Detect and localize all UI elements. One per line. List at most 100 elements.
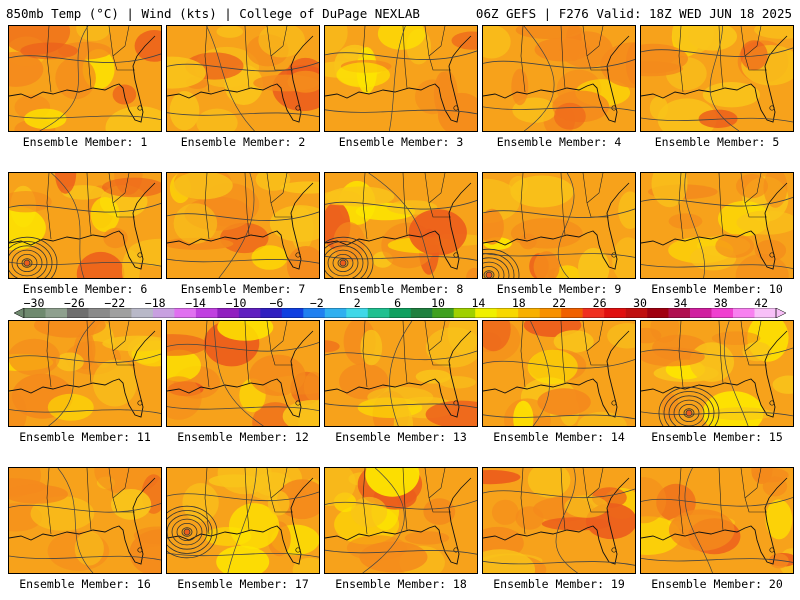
- colorbar-tick-label: 22: [552, 296, 567, 310]
- temperature-map: [641, 321, 793, 426]
- colorbar-segment: [625, 308, 648, 318]
- ensemble-map-panel: [640, 172, 794, 279]
- ensemble-map-panel: [166, 172, 320, 279]
- colorbar-tick-label: −14: [185, 296, 206, 310]
- colorbar-segment: [432, 308, 455, 318]
- ensemble-map-panel: [640, 467, 794, 574]
- colorbar-segment: [561, 308, 583, 318]
- ensemble-map-panel: [482, 25, 636, 132]
- ensemble-map-panel: [482, 172, 636, 279]
- colorbar-segment: [195, 308, 218, 318]
- temperature-map: [167, 321, 319, 426]
- temperature-colorbar: [14, 308, 786, 318]
- ensemble-member-label: Ensemble Member: 4: [496, 135, 622, 149]
- colorbar-tick-label: 34: [673, 296, 688, 310]
- ensemble-member-label: Ensemble Member: 7: [180, 282, 306, 296]
- temperature-map: [9, 173, 161, 278]
- ensemble-member-label: Ensemble Member: 8: [338, 282, 464, 296]
- colorbar-segment: [24, 308, 46, 318]
- colorbar-segment: [582, 308, 605, 318]
- colorbar-segment: [410, 308, 433, 318]
- ensemble-member-label: Ensemble Member: 9: [496, 282, 622, 296]
- colorbar-segment: [152, 308, 175, 318]
- colorbar-segment: [604, 308, 626, 318]
- colorbar-tick-label: −6: [269, 296, 284, 310]
- colorbar-tick-label: 6: [394, 296, 402, 310]
- temperature-map: [641, 26, 793, 131]
- colorbar-segment: [281, 308, 304, 318]
- colorbar-segment: [733, 308, 755, 318]
- temperature-map: [483, 26, 635, 131]
- ensemble-member-label: Ensemble Member: 3: [338, 135, 464, 149]
- ensemble-member-label: Ensemble Member: 17: [177, 577, 309, 591]
- temperature-map: [167, 173, 319, 278]
- ensemble-member-label: Ensemble Member: 16: [19, 577, 151, 591]
- colorbar-segment: [668, 308, 691, 318]
- colorbar-segment: [303, 308, 326, 318]
- colorbar-tick-label: 30: [633, 296, 647, 310]
- ensemble-member-label: Ensemble Member: 11: [19, 430, 151, 444]
- ensemble-map-panel: [166, 320, 320, 427]
- ensemble-map-panel: [166, 25, 320, 132]
- temperature-map: [641, 173, 793, 278]
- ensemble-map-panel: [8, 320, 162, 427]
- colorbar-segment: [109, 308, 132, 318]
- ensemble-map-panel: [166, 467, 320, 574]
- colorbar-tick-label: 42: [754, 296, 769, 310]
- ensemble-member-label: Ensemble Member: 6: [22, 282, 148, 296]
- colorbar-tick-label: −10: [225, 296, 247, 310]
- colorbar-tick-label: −18: [144, 296, 166, 310]
- ensemble-map-panel: [8, 172, 162, 279]
- ensemble-member-label: Ensemble Member: 5: [654, 135, 780, 149]
- colorbar-segment: [346, 308, 369, 318]
- ensemble-member-label: Ensemble Member: 20: [651, 577, 783, 591]
- ensemble-member-label: Ensemble Member: 10: [651, 282, 783, 296]
- colorbar-segment: [690, 308, 712, 318]
- ensemble-map-panel: [324, 172, 478, 279]
- colorbar-tick-label: 38: [713, 296, 728, 310]
- ensemble-map-panel: [640, 320, 794, 427]
- ensemble-member-label: Ensemble Member: 15: [651, 430, 783, 444]
- colorbar-segment: [88, 308, 111, 318]
- ensemble-map-panel: [8, 25, 162, 132]
- temperature-map: [483, 173, 635, 278]
- temperature-map: [9, 321, 161, 426]
- colorbar-segment: [217, 308, 240, 318]
- temperature-map: [325, 26, 477, 131]
- temperature-map: [325, 173, 477, 278]
- colorbar-tick-label: 18: [511, 296, 526, 310]
- ensemble-member-label: Ensemble Member: 12: [177, 430, 309, 444]
- temperature-map: [9, 468, 161, 573]
- colorbar-segment: [539, 308, 562, 318]
- ensemble-member-label: Ensemble Member: 2: [180, 135, 306, 149]
- colorbar-tick-label: 2: [353, 296, 361, 310]
- colorbar-segment: [260, 308, 283, 318]
- ensemble-member-label: Ensemble Member: 18: [335, 577, 467, 591]
- colorbar-segment: [66, 308, 89, 318]
- colorbar-segment: [711, 308, 734, 318]
- colorbar-tick-label: −30: [23, 296, 45, 310]
- colorbar-segment: [475, 308, 497, 318]
- ensemble-member-label: Ensemble Member: 1: [22, 135, 148, 149]
- colorbar-arrow-right: [775, 308, 786, 318]
- temperature-map: [325, 321, 477, 426]
- colorbar-tick-label: 10: [431, 296, 445, 310]
- colorbar-tick-label: 26: [592, 296, 607, 310]
- colorbar-segment: [131, 308, 154, 318]
- ensemble-map-panel: [8, 467, 162, 574]
- ensemble-member-label: Ensemble Member: 14: [493, 430, 625, 444]
- colorbar-segment: [324, 308, 347, 318]
- colorbar-tick-label: −22: [104, 296, 126, 310]
- colorbar-segment: [45, 308, 68, 318]
- colorbar-tick-label: −2: [309, 296, 324, 310]
- temperature-map: [641, 468, 793, 573]
- map-title: 850mb Temp (°C) | Wind (kts) | College o…: [6, 6, 420, 21]
- ensemble-map-panel: [482, 320, 636, 427]
- temperature-map: [9, 26, 161, 131]
- ensemble-member-label: Ensemble Member: 13: [335, 430, 467, 444]
- ensemble-member-label: Ensemble Member: 19: [493, 577, 625, 591]
- colorbar-segment: [647, 308, 669, 318]
- temperature-map: [483, 468, 635, 573]
- temperature-map: [483, 321, 635, 426]
- colorbar-segment: [389, 308, 412, 318]
